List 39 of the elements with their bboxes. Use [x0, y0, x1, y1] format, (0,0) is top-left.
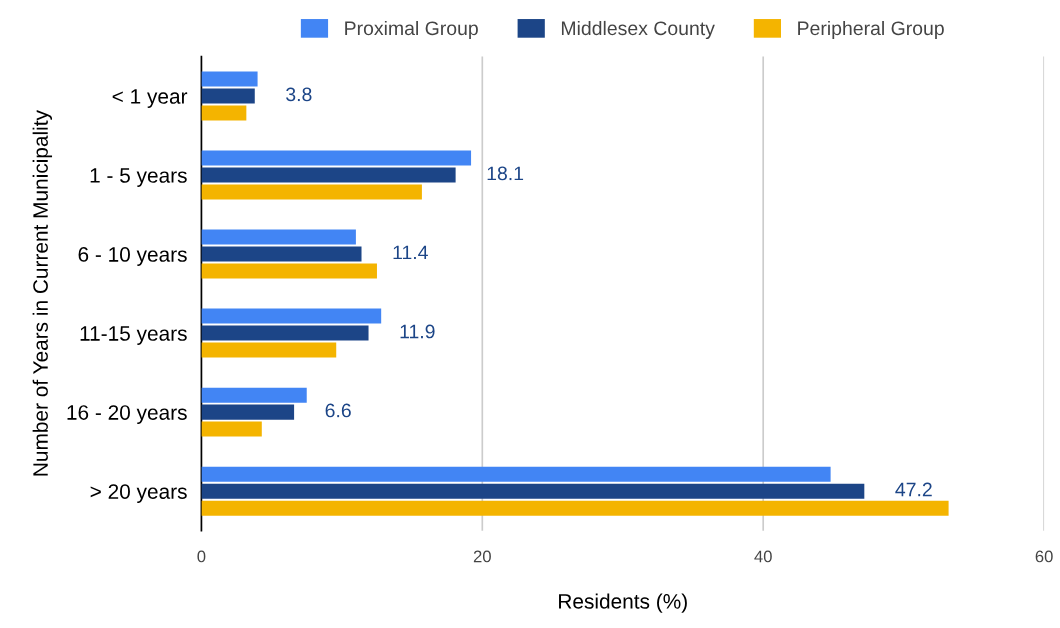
bar: [201, 483, 865, 499]
x-tick-label: 40: [754, 550, 772, 563]
y-tick-label: 16 - 20 years: [67, 405, 187, 424]
legend-label: Middlesex County: [561, 20, 715, 40]
bar: [201, 387, 307, 403]
data-label: 11.9: [400, 324, 435, 339]
data-label: 3.8: [286, 87, 312, 102]
bar: [201, 184, 422, 200]
bar: [201, 229, 356, 245]
bar: [201, 500, 949, 516]
legend-label: Peripheral Group: [798, 20, 944, 40]
x-tick-label: 0: [197, 550, 206, 563]
data-label: 11.4: [393, 245, 428, 260]
y-tick-label: > 20 years: [90, 484, 187, 504]
y-tick-label: < 1 year: [112, 89, 188, 108]
y-tick-label: 11-15 years: [80, 326, 187, 345]
bar: [201, 404, 295, 420]
bar: [201, 421, 262, 437]
x-tick-label: 60: [1035, 550, 1053, 563]
y-axis-title: Number of Years in Current Municipality: [32, 110, 53, 476]
legend-label: Proximal Group: [345, 20, 478, 40]
bar: [201, 325, 369, 341]
data-label: 47.2: [895, 482, 932, 497]
bar: [201, 150, 472, 166]
y-tick-label: 6 - 10 years: [78, 247, 187, 266]
data-label: 18.1: [487, 166, 524, 181]
bar: [201, 246, 362, 262]
x-axis-title: Residents (%): [559, 593, 687, 613]
bar: [201, 105, 247, 121]
bar: [201, 263, 377, 279]
bar: [201, 71, 258, 87]
data-label: 6.6: [325, 403, 351, 418]
y-tick-label: 1 - 5 years: [90, 168, 187, 187]
bar: [201, 466, 831, 482]
bar: [201, 167, 456, 183]
bar: [201, 88, 255, 104]
bar: [201, 308, 382, 324]
bar: [201, 342, 337, 358]
x-tick-label: 20: [473, 550, 491, 563]
